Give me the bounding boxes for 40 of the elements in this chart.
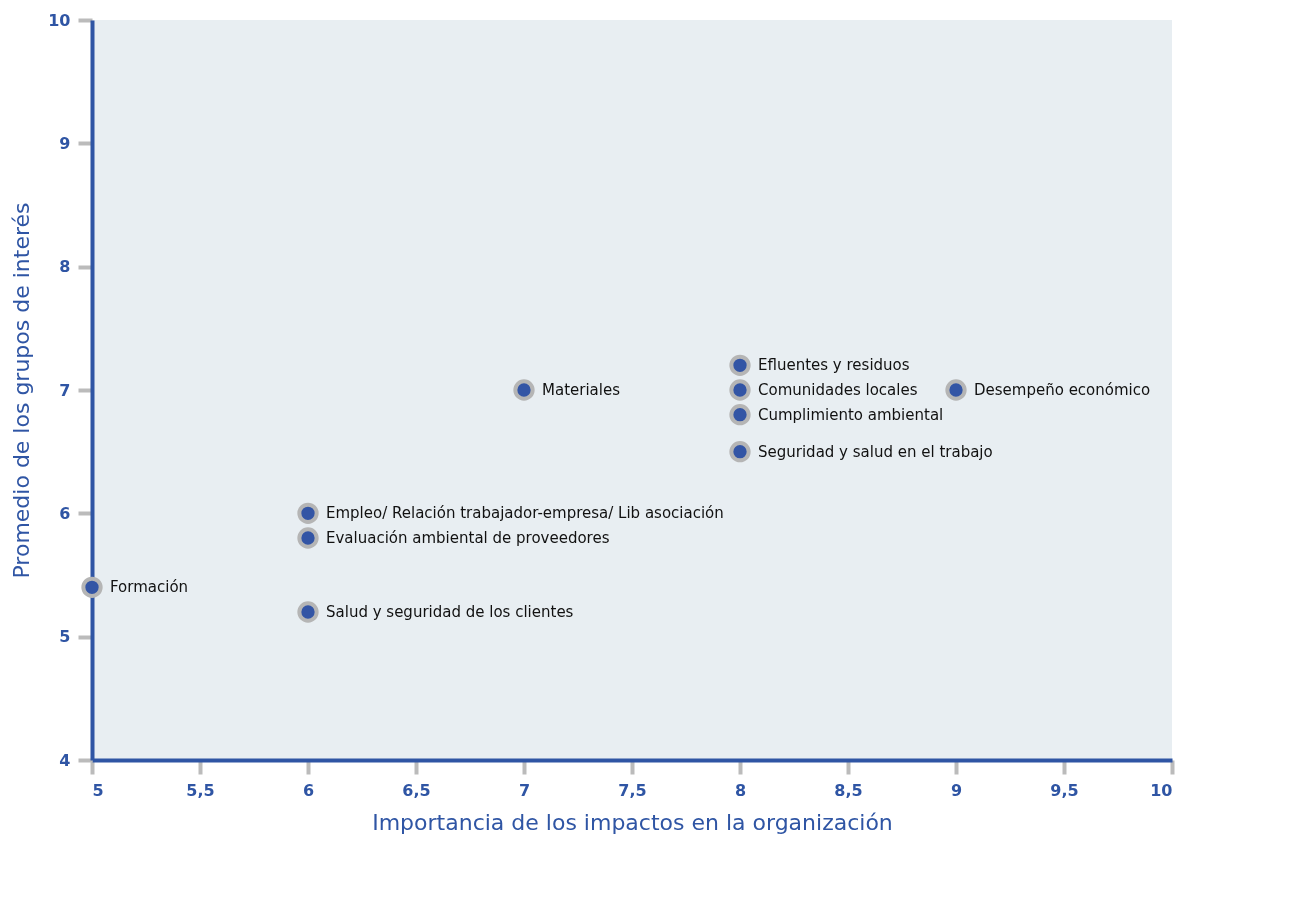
annotation: Salud y seguridad de los clientes: [326, 603, 574, 621]
x-tick-label: 5,5: [186, 780, 215, 800]
point: [729, 404, 751, 426]
point: [297, 527, 319, 549]
point: [513, 379, 535, 401]
y-tick-label: 6: [59, 503, 71, 523]
point: [81, 576, 103, 598]
point: [729, 379, 751, 401]
point: [729, 441, 751, 463]
y-tick-label: 10: [48, 10, 71, 30]
x-tick-label: 9,5: [1050, 780, 1079, 800]
y-axis-title: Promedio de los grupos de interés: [9, 202, 35, 579]
x-tick-label: 8,5: [834, 780, 863, 800]
point: [945, 379, 967, 401]
y-tick-label: 4: [59, 750, 71, 770]
annotation: Seguridad y salud en el trabajo: [758, 442, 993, 461]
annotation: Formación: [110, 578, 189, 597]
annotation: Empleo/ Relación trabajador-empresa/ Lib asociación: [326, 504, 724, 523]
x-axis-title: Importancia de los impactos en la organización: [372, 809, 893, 835]
x-tick-label: 9: [950, 780, 963, 800]
y-tick-label: 5: [59, 627, 71, 647]
x-tick-label: 7,5: [618, 780, 647, 800]
x-tick-label: 8: [734, 780, 747, 800]
point: [297, 502, 319, 524]
annotation: Materiales: [542, 381, 621, 399]
y-tick-label: 9: [59, 133, 71, 153]
annotation: Efluentes y residuos: [758, 356, 910, 375]
x-tick-label: 7: [518, 780, 531, 800]
point: [297, 601, 319, 623]
annotation: Comunidades locales: [758, 381, 918, 399]
annotation: Evaluación ambiental de proveedores: [326, 529, 610, 547]
annotation: Cumplimiento ambiental: [758, 405, 944, 424]
x-tick-label: 6: [302, 780, 315, 800]
x-tick-label: 5: [92, 780, 104, 800]
y-tick-label: 7: [59, 380, 71, 400]
annotation: Desempeño económico: [974, 381, 1151, 399]
x-tick-label: 6,5: [402, 780, 431, 800]
x-tick-label: 10: [1150, 780, 1173, 800]
y-tick-label: 8: [59, 257, 71, 277]
point: [729, 354, 751, 376]
